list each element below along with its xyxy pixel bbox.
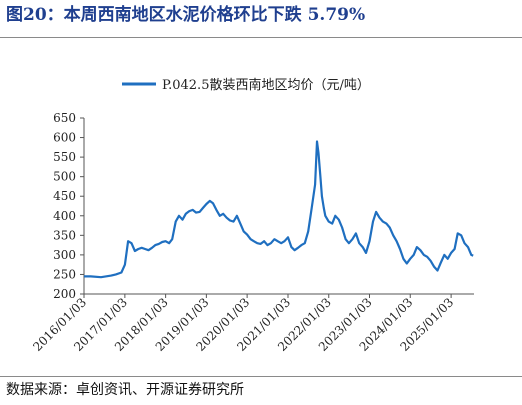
chart-legend: P.042.5散装西南地区均价（元/吨）: [122, 77, 370, 93]
data-source-note: 数据来源：卓创资讯、开源证券研究所: [6, 382, 244, 398]
y-axis: 200 250 300 350 400 450 500 550 600 650: [53, 111, 85, 301]
y-tick-label: 200: [53, 287, 76, 301]
y-tick-label: 550: [53, 150, 76, 164]
top-divider: [0, 37, 522, 38]
x-axis: 2016/01/032017/01/032018/01/032019/01/03…: [30, 293, 474, 354]
series-line-southwest-price: [84, 140, 474, 279]
y-tick-label: 650: [53, 111, 76, 125]
bottom-divider: [0, 376, 522, 377]
figure-title: 图20：本周西南地区水泥价格环比下跌 5.79%: [6, 5, 366, 25]
y-tick-label: 450: [53, 189, 76, 203]
y-tick-label: 300: [53, 248, 76, 262]
y-tick-label: 250: [53, 267, 76, 281]
y-tick-label: 350: [53, 228, 76, 242]
y-tick-label: 600: [53, 131, 76, 145]
y-tick-label: 400: [53, 209, 76, 223]
legend-label: P.042.5散装西南地区均价（元/吨）: [162, 77, 370, 93]
y-tick-label: 500: [53, 170, 76, 184]
